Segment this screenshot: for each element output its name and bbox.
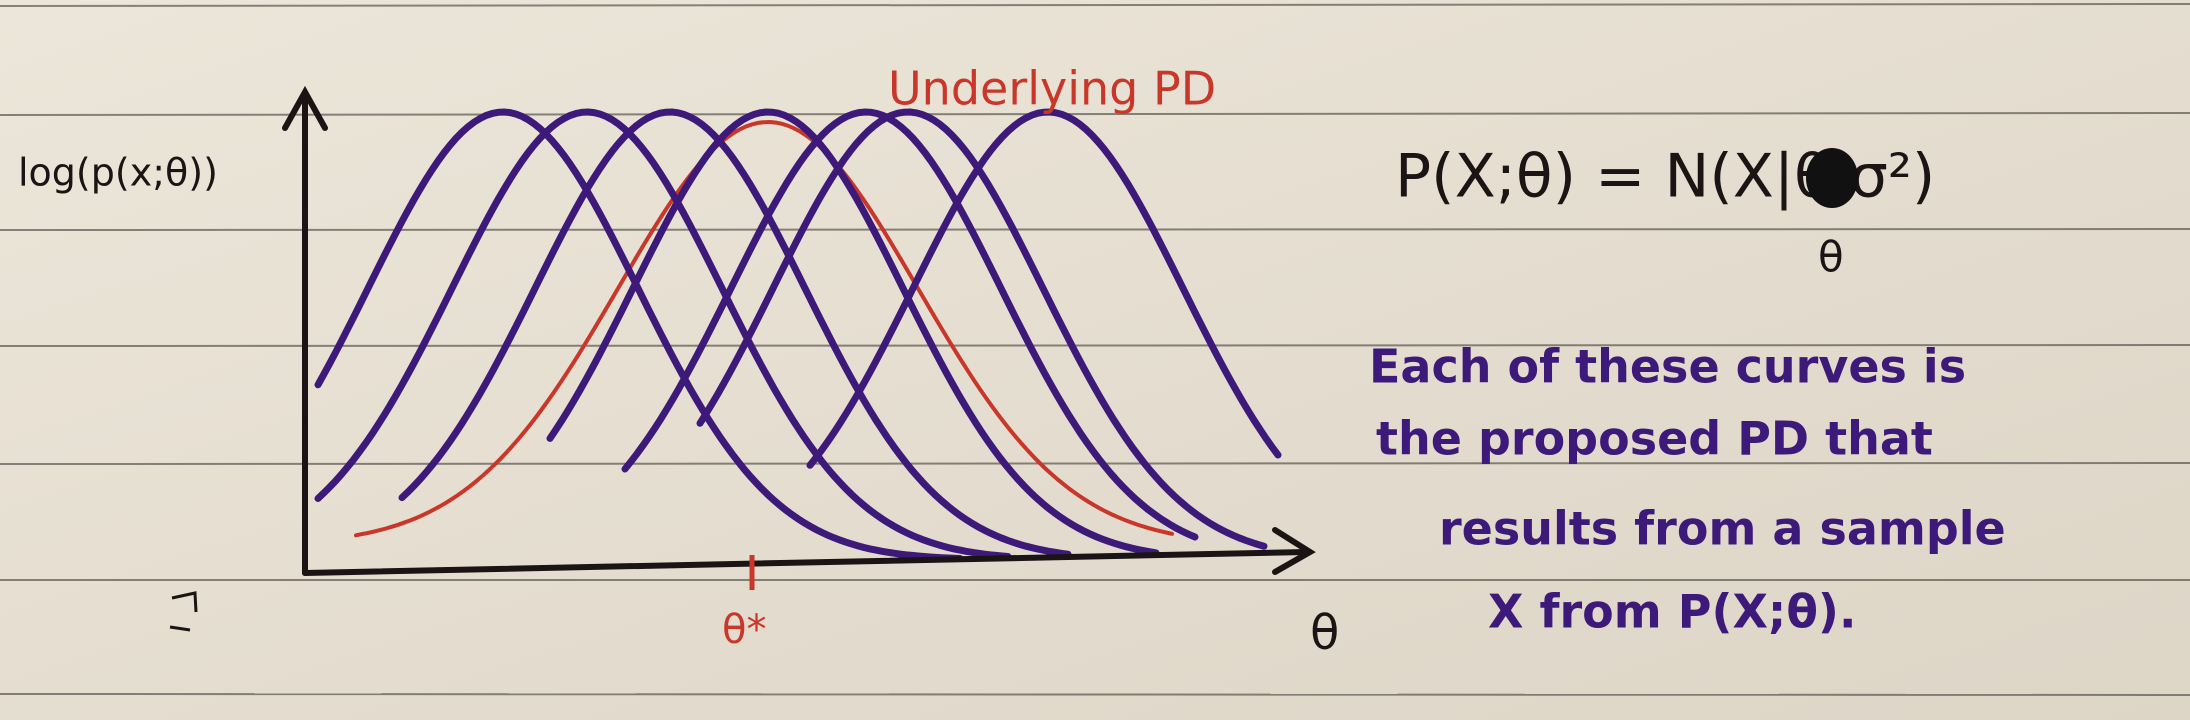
proposed-pd-curve bbox=[546, 108, 1160, 557]
note-line: the proposed PD that bbox=[1376, 412, 1933, 466]
x-axis-label: θ bbox=[1310, 605, 1339, 661]
proposed-pd-curve bbox=[696, 108, 1268, 550]
formula-correction: θ bbox=[1818, 233, 1844, 282]
ruled-lines bbox=[0, 3, 2190, 696]
proposed-pd-curve bbox=[621, 108, 1199, 541]
x-marker-label: θ* bbox=[722, 607, 766, 653]
ink-blot bbox=[1806, 148, 1858, 208]
note-line: X from P(X;θ). bbox=[1488, 585, 1856, 639]
axes bbox=[282, 85, 1316, 576]
y-axis-label: log(p(x;θ)) bbox=[18, 151, 218, 195]
note-line: results from a sample bbox=[1439, 502, 2006, 556]
x-axis-arrow bbox=[1272, 527, 1316, 575]
proposed-pd-curve bbox=[314, 108, 964, 562]
x-axis bbox=[302, 549, 1309, 576]
proposed-pd-curve bbox=[398, 108, 1072, 558]
scribble bbox=[169, 591, 198, 632]
y-axis-arrow bbox=[282, 85, 328, 131]
underlying-pd-curve bbox=[354, 119, 1174, 538]
curves bbox=[314, 108, 1282, 562]
proposed-pd-curve bbox=[806, 108, 1282, 469]
annotation: Underlying PD bbox=[888, 62, 1216, 116]
note-line: Each of these curves is bbox=[1369, 340, 1966, 394]
proposed-pd-curve bbox=[314, 108, 1012, 560]
